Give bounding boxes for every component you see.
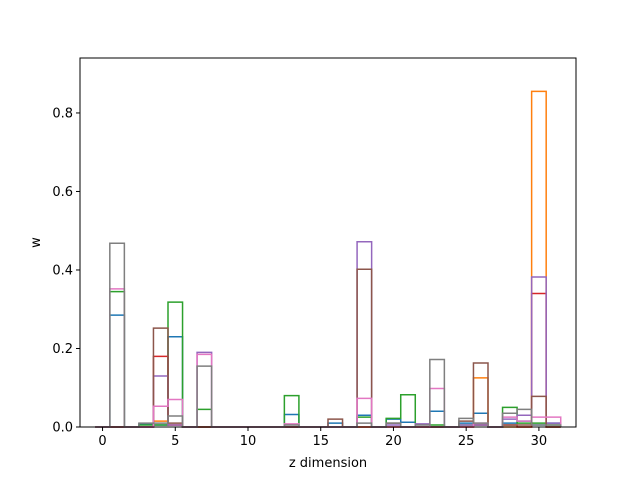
- axes-frame: [79, 57, 577, 428]
- x-tick-label: 10: [240, 434, 257, 449]
- x-tick-label: 15: [312, 434, 329, 449]
- x-tick-label: 20: [385, 434, 402, 449]
- x-tick-label: 25: [458, 434, 475, 449]
- x-axis: 0 5 10 15 20 25 30: [98, 427, 547, 449]
- x-axis-label: z dimension: [289, 456, 367, 471]
- series-7-outline: [95, 242, 562, 428]
- y-tick-label: 0.2: [52, 342, 73, 357]
- y-tick-label: 0.6: [52, 185, 73, 200]
- x-tick-label: 5: [171, 434, 179, 449]
- y-axis: 0.0 0.2 0.4 0.6 0.8: [52, 106, 80, 436]
- y-tick-label: 0.8: [52, 106, 73, 121]
- x-tick-label: 30: [531, 434, 548, 449]
- y-axis-label: w: [29, 237, 44, 248]
- x-tick-label: 0: [98, 434, 106, 449]
- y-tick-label: 0.0: [52, 421, 73, 436]
- y-tick-label: 0.4: [52, 263, 73, 278]
